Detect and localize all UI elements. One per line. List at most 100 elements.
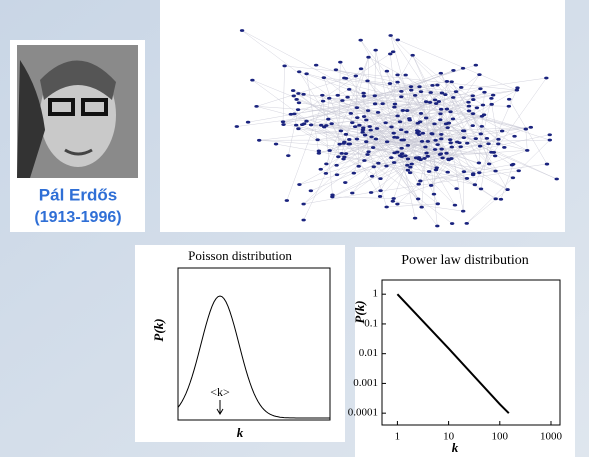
network-node (400, 109, 406, 112)
network-node (473, 137, 478, 141)
network-node (370, 146, 376, 149)
network-node (554, 177, 559, 181)
network-edge (344, 77, 428, 142)
network-edge (411, 89, 447, 154)
network-node (405, 168, 411, 172)
network-node (428, 184, 434, 187)
network-edge (341, 57, 369, 154)
network-node (360, 130, 365, 134)
network-node (416, 157, 421, 161)
network-node (422, 157, 427, 160)
network-edge (375, 50, 394, 134)
network-node (432, 98, 438, 102)
network-edge (306, 73, 526, 130)
network-node (324, 162, 329, 166)
network-node (489, 97, 494, 100)
network-node (418, 179, 423, 183)
network-node (449, 145, 455, 149)
network-node (347, 138, 352, 141)
network-edge (349, 139, 379, 164)
network-edge (360, 40, 456, 206)
network-node (523, 127, 529, 131)
network-node (326, 117, 331, 121)
network-node (515, 86, 520, 90)
network-node (465, 141, 470, 145)
network-node (472, 183, 478, 187)
network-node (415, 197, 421, 201)
network-edge (411, 134, 550, 165)
network-node (380, 102, 385, 106)
network-node (445, 126, 450, 130)
network-node (480, 103, 486, 107)
network-node (330, 193, 335, 197)
y-tick-label: 0.001 (353, 377, 378, 389)
network-node (452, 203, 458, 207)
network-node (254, 104, 259, 108)
network-edge (299, 71, 344, 144)
network-node (391, 131, 396, 135)
network-node (343, 152, 349, 156)
network-node (334, 173, 340, 177)
network-edge (390, 35, 425, 159)
network-node (438, 118, 443, 122)
network-node (458, 145, 463, 149)
network-node (343, 181, 348, 184)
network-node (342, 155, 347, 159)
network-edge (362, 132, 464, 138)
network-node (466, 109, 472, 113)
network-node (366, 55, 371, 59)
network-node (448, 138, 453, 142)
network-node (423, 100, 429, 104)
network-node (290, 89, 296, 92)
network-node (486, 142, 491, 146)
network-node (354, 137, 360, 141)
network-edge (373, 147, 480, 173)
network-node (419, 140, 425, 143)
network-edge (500, 164, 514, 200)
network-node (335, 93, 340, 97)
network-node (512, 134, 517, 138)
network-edge (420, 74, 480, 160)
network-node (449, 80, 454, 84)
network-node (362, 159, 367, 162)
network-edge (339, 139, 550, 145)
network-node (372, 94, 377, 98)
network-node (449, 222, 455, 225)
network-node (390, 50, 396, 54)
network-node (448, 110, 453, 114)
network-edge (283, 51, 394, 125)
network-node (313, 63, 319, 67)
mean-arrowhead (216, 408, 224, 415)
network-node (329, 122, 334, 126)
network-node (373, 137, 379, 141)
network-node (499, 129, 505, 133)
network-edge (360, 68, 383, 104)
network-edge (252, 79, 340, 145)
network-node (361, 115, 367, 118)
network-node (318, 123, 324, 127)
network-edge (375, 138, 422, 208)
poisson-curve (177, 295, 330, 419)
network-node (395, 73, 400, 77)
network-node (291, 94, 296, 98)
network-node (391, 197, 396, 200)
network-node (294, 98, 299, 101)
network-node (498, 197, 504, 201)
network-node (399, 89, 404, 93)
network-node (280, 120, 286, 124)
network-edge (416, 150, 528, 159)
network-node (388, 52, 393, 56)
network-edge (360, 40, 452, 159)
network-edge (311, 111, 451, 126)
network-node (431, 192, 437, 196)
network-edge (403, 127, 531, 141)
network-node (502, 145, 507, 149)
network-node (350, 191, 355, 195)
network-node (361, 91, 366, 95)
network-edge (348, 141, 423, 145)
network-node (358, 38, 363, 42)
network-node (234, 125, 240, 128)
portrait-years: (1913-1996) (34, 209, 121, 226)
network-edge (275, 143, 467, 179)
network-node (389, 156, 394, 160)
